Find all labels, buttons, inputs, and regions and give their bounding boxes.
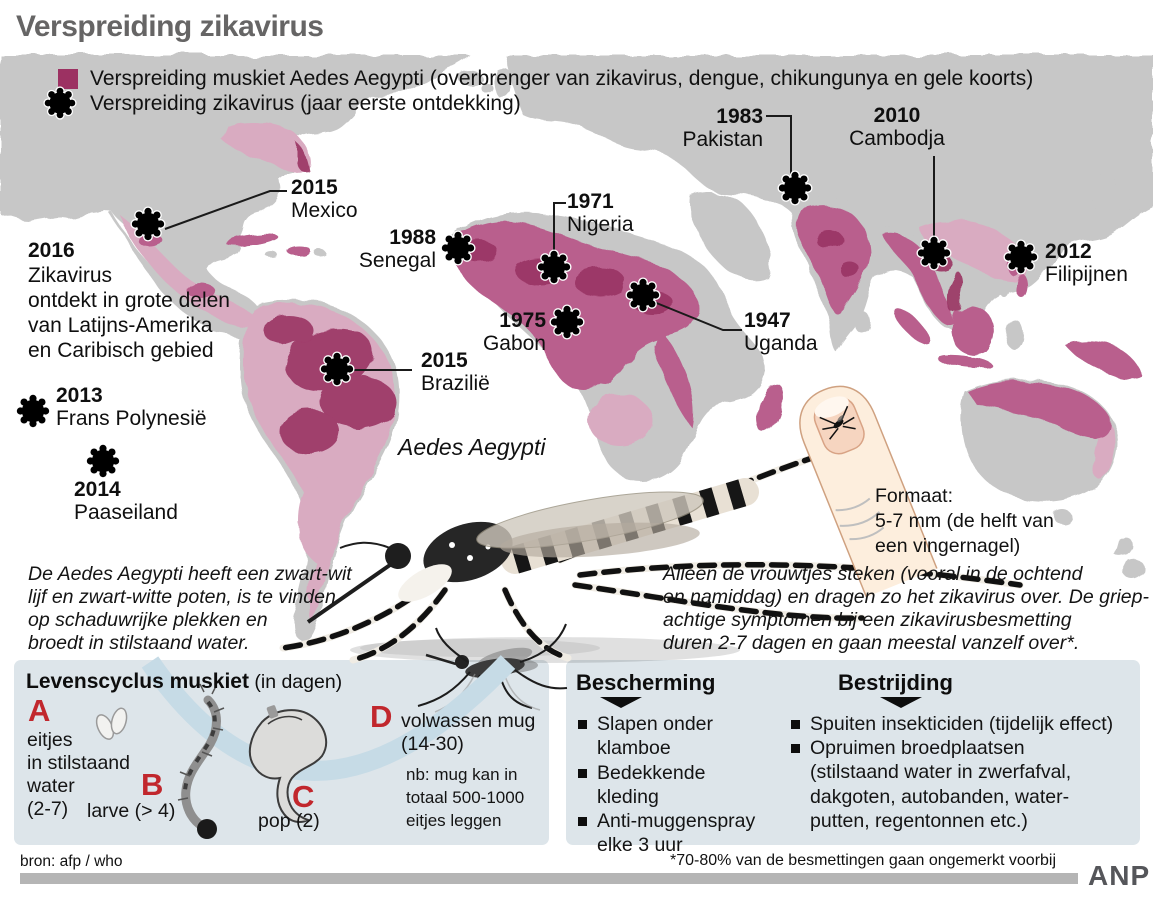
control-item-1: Spuiten insekticiden (tijdelijk effect) xyxy=(791,712,1113,736)
legend-virus-item: Verspreiding zikavirus (jaar eerste ontd… xyxy=(90,92,521,115)
legend-mosquito-item: Verspreiding muskiet Aedes Aegypti (over… xyxy=(90,67,1034,90)
protection-item-3: Anti-muggenspray elke 3 uur xyxy=(578,809,755,858)
protection-title: Bescherming xyxy=(576,670,716,695)
bullet-square-icon xyxy=(791,720,800,729)
bullet-square-icon xyxy=(791,744,800,753)
protection-control-panel xyxy=(566,660,1140,845)
lifecycle-note: nb: mug kan in totaal 500-1000 eitjes le… xyxy=(406,765,525,830)
virus-icon-gabon xyxy=(549,304,585,340)
lifecycle-title: Levenscyclus muskiet (in dagen) xyxy=(26,670,343,693)
virus-icon-mexico xyxy=(130,206,166,242)
map-label-gabon: 1975 Gabon xyxy=(482,309,546,355)
page-title: Verspreiding zikavirus xyxy=(16,10,324,43)
protection-item-2: Bedekkende kleding xyxy=(578,761,705,810)
stage-a-letter: A xyxy=(28,693,51,728)
control-title: Bestrijding xyxy=(838,670,953,695)
virus-icon-frans-polynesie xyxy=(15,393,51,429)
stage-d-text: volwassen mug (14-30) xyxy=(401,710,536,755)
map-label-nigeria: 1971 Nigeria xyxy=(567,190,634,236)
footnote: *70-80% van de besmettingen gaan ongemer… xyxy=(670,852,1057,869)
mosquito-right-note: Alleen de vrouwtjes steken (vooral in de… xyxy=(663,563,1149,654)
stage-a-text: eitjes in stilstaand water (2-7) xyxy=(27,729,130,820)
stage-b-letter: B xyxy=(141,767,164,802)
map-label-uganda: 1947 Uganda xyxy=(744,309,818,355)
footer-bar xyxy=(20,873,1078,884)
virus-icon-senegal xyxy=(440,230,476,266)
virus-icon-filipijnen xyxy=(1003,239,1039,275)
map-label-paaseiland: 2014 Paaseiland xyxy=(74,478,178,524)
map-label-pakistan: 1983 Pakistan xyxy=(682,105,763,151)
protection-item-1: Slapen onder klamboe xyxy=(578,712,713,761)
size-note: Formaat: 5-7 mm (de helft van een vinger… xyxy=(875,485,1054,557)
mosquito-on-nail xyxy=(819,405,856,440)
virus-icon-brazilie xyxy=(319,351,355,387)
stage-d-letter: D xyxy=(370,699,393,734)
virus-icon-uganda xyxy=(625,277,661,313)
source-credit: bron: afp / who xyxy=(20,853,123,870)
bullet-square-icon xyxy=(578,769,587,778)
stage-c-letter: C xyxy=(292,779,315,814)
stage-c-text: pop (2) xyxy=(258,810,320,832)
virus-icon-paaseiland xyxy=(85,443,121,479)
virus-icon-cambodja xyxy=(916,235,952,271)
map-label-brazilie: 2015 Brazilië xyxy=(421,349,490,395)
map-label-filipijnen: 2012 Filipijnen xyxy=(1045,240,1128,286)
species-label: Aedes Aegypti xyxy=(398,434,546,460)
control-arrow-icon xyxy=(880,697,922,708)
note-2016: 2016 Zikavirus ontdekt in grote delen va… xyxy=(28,239,230,362)
legend-virus-icon xyxy=(43,86,77,120)
map-label-cambodja: 2010 Cambodja xyxy=(849,104,945,150)
map-label-senegal: 1988 Senegal xyxy=(358,226,436,272)
map-label-mexico: 2015 Mexico xyxy=(291,176,358,222)
mosquito-left-note: De Aedes Aegypti heeft een zwart-wit lij… xyxy=(28,563,352,654)
anp-logo: ANP xyxy=(1088,860,1151,891)
virus-icon-pakistan xyxy=(777,170,813,206)
bullet-square-icon xyxy=(578,720,587,729)
control-item-2: Opruimen broedplaatsen (stilstaand water… xyxy=(791,736,1071,833)
virus-icon-nigeria xyxy=(536,249,572,285)
map-label-frans-polynesie: 2013 Frans Polynesië xyxy=(56,384,207,430)
protection-arrow-icon xyxy=(600,697,642,708)
bullet-square-icon xyxy=(578,817,587,826)
stage-b-text: larve (> 4) xyxy=(87,800,176,822)
